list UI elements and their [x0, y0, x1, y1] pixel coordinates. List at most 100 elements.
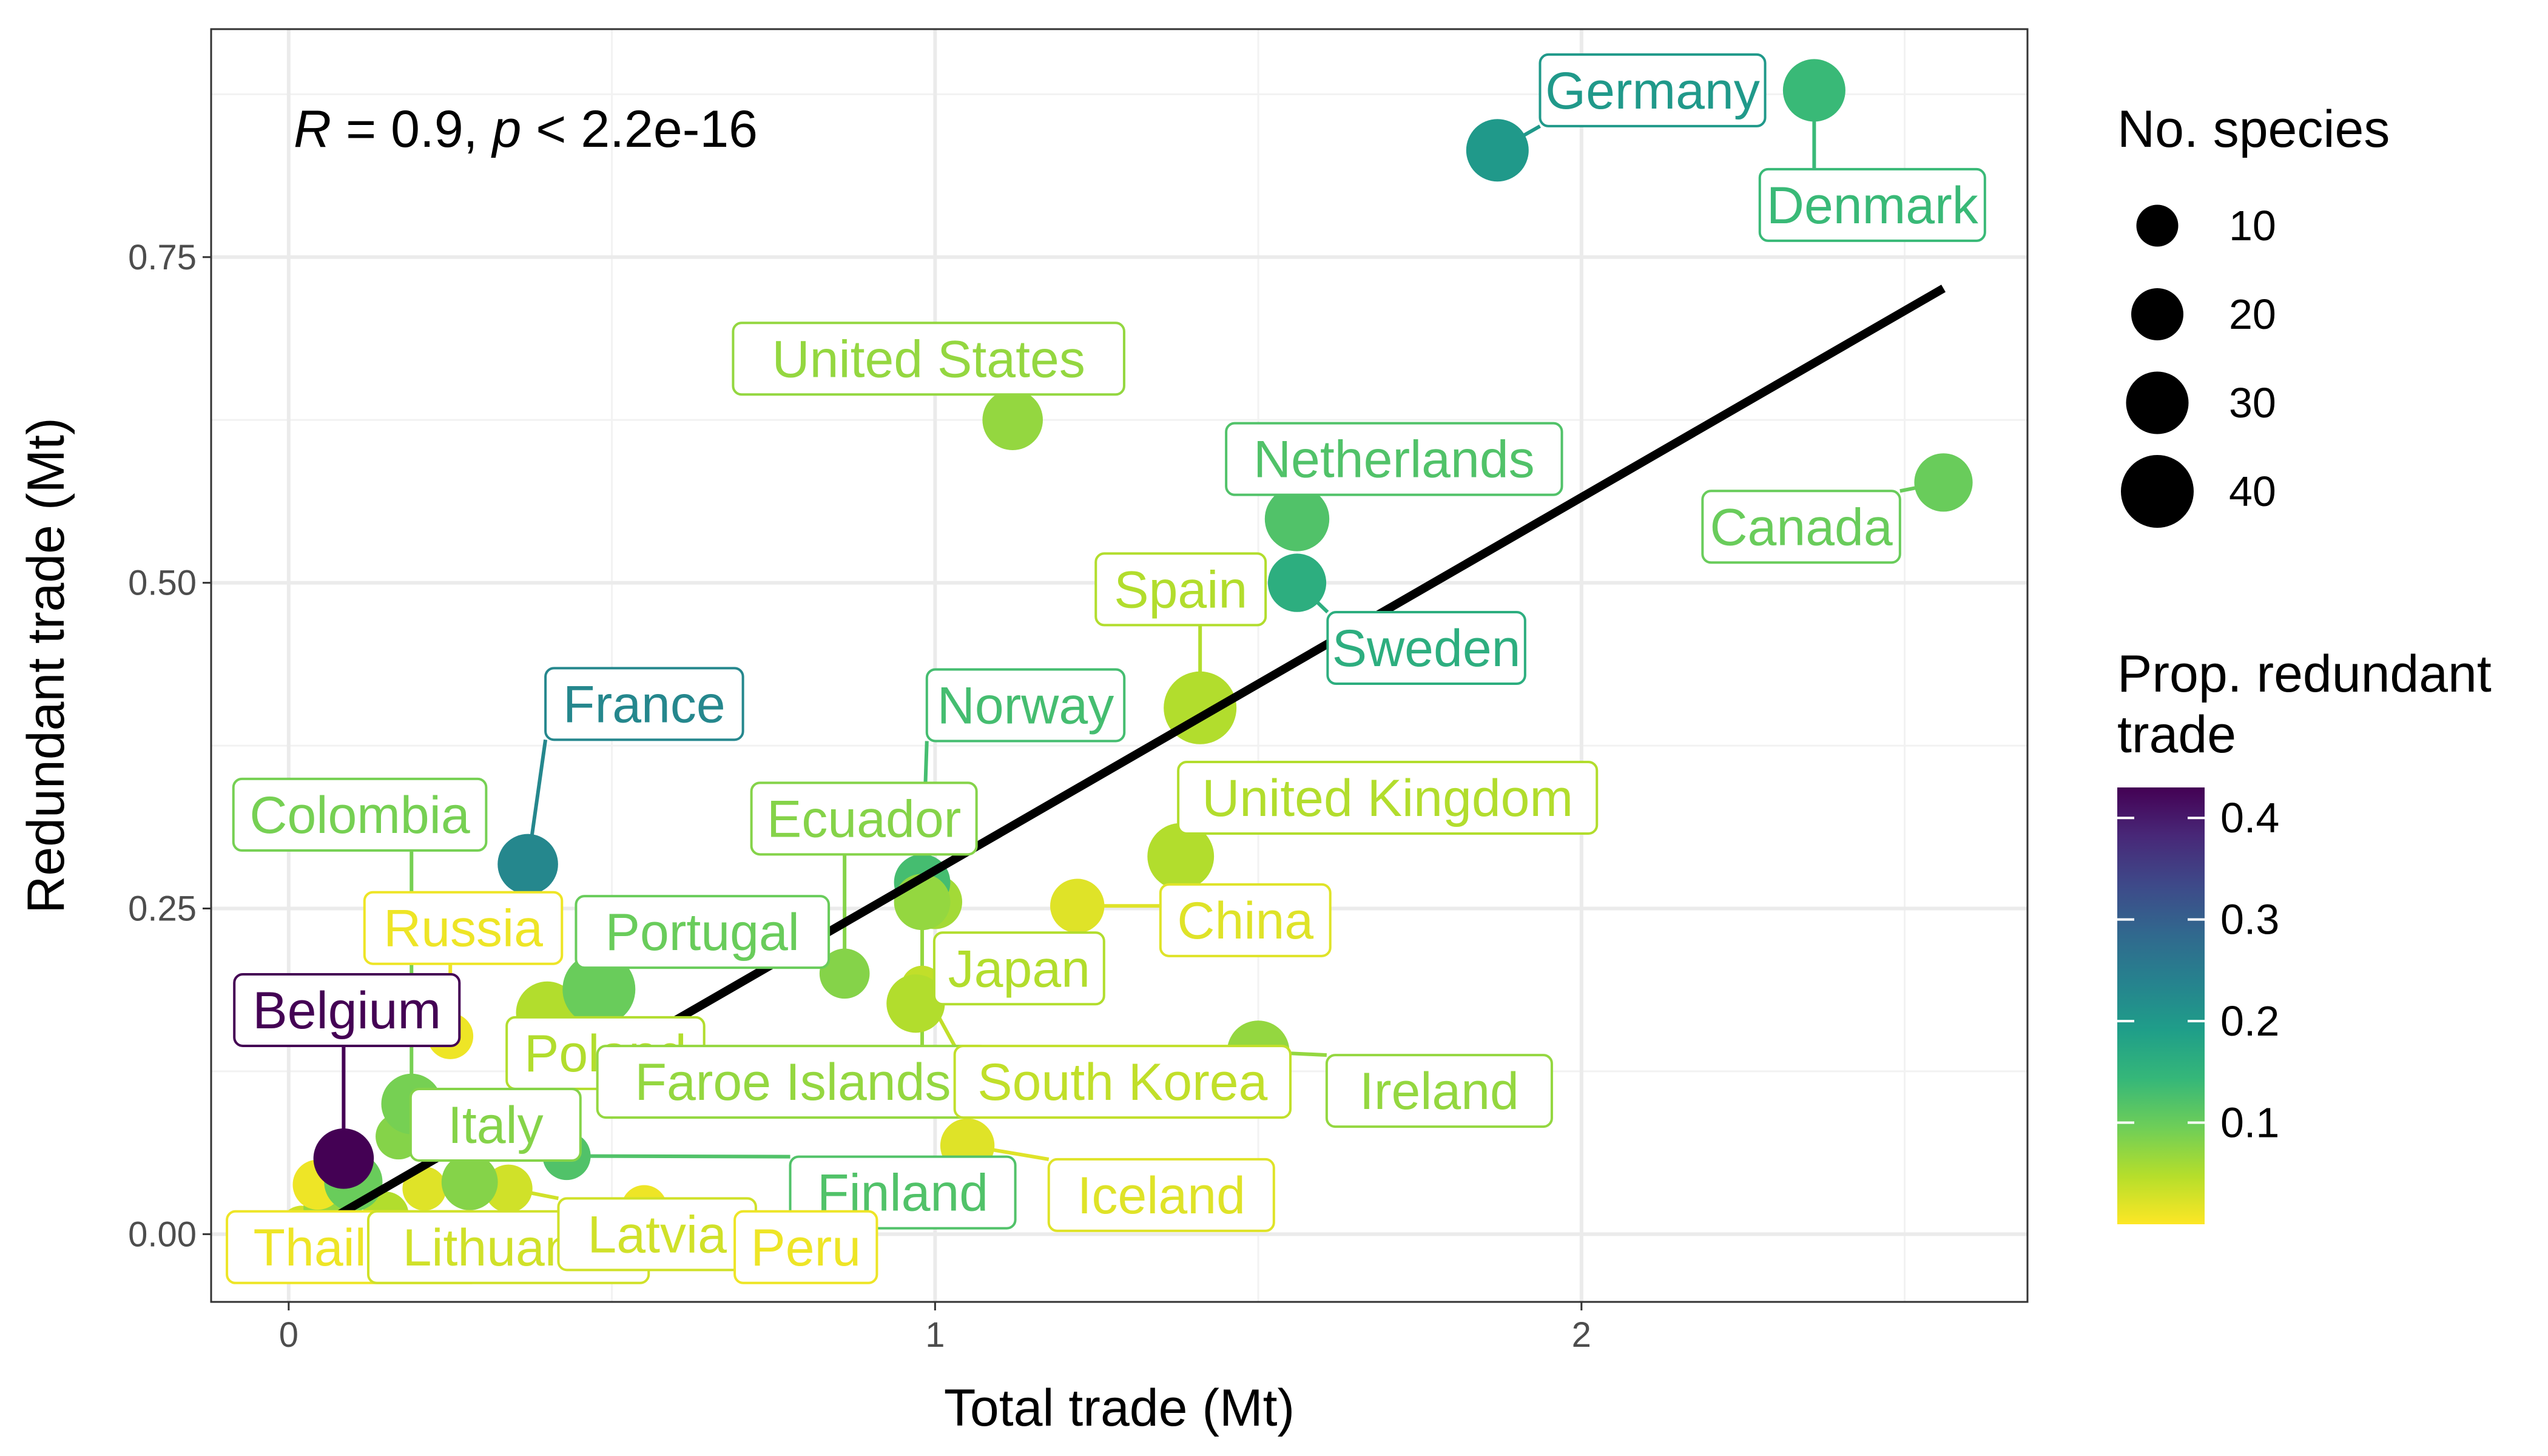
label-box — [1177, 760, 1599, 835]
y-axis-title: Redundant trade (Mt) — [17, 417, 75, 913]
x-tick-label: 2 — [1572, 1315, 1591, 1355]
p-symbol: p — [490, 100, 521, 158]
label-russia: Russia — [363, 891, 564, 965]
correlation-annotation: R = 0.9, p < 2.2e-16 — [294, 100, 758, 158]
x-tick-label: 0 — [279, 1315, 298, 1355]
label-text: Portugal — [605, 903, 800, 962]
label-colombia: Colombia — [232, 777, 488, 852]
label-box — [1539, 53, 1767, 127]
label-box — [1326, 611, 1526, 686]
label-box — [953, 1045, 1292, 1119]
label-box — [544, 667, 744, 741]
point-germany — [1466, 119, 1529, 182]
label-japan: Japan — [932, 931, 1105, 1006]
label-box — [1225, 422, 1563, 496]
label-box — [409, 1087, 582, 1162]
label-text: Canada — [1710, 498, 1892, 556]
size-legend-key-30 — [2126, 371, 2189, 434]
connector-france — [528, 739, 548, 847]
connector-iceland — [983, 1146, 1050, 1161]
size-legend-label: 20 — [2229, 291, 2276, 338]
label-text: Iceland — [1077, 1167, 1245, 1225]
colorbar-label: 0.4 — [2220, 794, 2279, 841]
label-iceland: Iceland — [1047, 1158, 1275, 1232]
point-netherlands — [1264, 487, 1330, 551]
label-united-states: United States — [732, 322, 1125, 396]
label-ireland: Ireland — [1325, 1054, 1553, 1128]
point-france — [497, 834, 558, 895]
size-legend-label: 30 — [2229, 379, 2276, 426]
label-box — [733, 1210, 878, 1284]
point-denmark — [1782, 59, 1845, 122]
colorbar-label: 0.3 — [2220, 896, 2279, 943]
p-value: < 2.2e-16 — [521, 100, 758, 158]
point-ecuador — [819, 948, 870, 999]
label-box — [1047, 1158, 1275, 1232]
r-value: = 0.9, — [331, 100, 492, 158]
label-box — [232, 777, 488, 852]
size-legend-label: 10 — [2229, 202, 2276, 249]
point-portugal — [562, 952, 636, 1026]
colorbar-label: 0.1 — [2220, 1099, 2279, 1147]
color-legend-title-line-1: Prop. redundant — [2117, 645, 2492, 703]
y-tick-label: 0.25 — [128, 889, 197, 928]
label-italy: Italy — [409, 1087, 582, 1162]
label-south-korea: South Korea — [953, 1045, 1292, 1119]
label-box — [1325, 1054, 1553, 1128]
label-spain: Spain — [1094, 552, 1267, 627]
label-text: France — [563, 675, 726, 733]
label-text: Russia — [383, 900, 543, 958]
size-legend-key-40 — [2121, 455, 2194, 528]
label-portugal: Portugal — [575, 895, 831, 969]
y-tick-label: 0.75 — [128, 238, 197, 277]
label-sweden: Sweden — [1326, 611, 1526, 686]
label-peru: Peru — [733, 1210, 878, 1284]
label-box — [1701, 490, 1901, 564]
label-text: Sweden — [1332, 619, 1521, 678]
label-latvia: Latvia — [557, 1197, 757, 1272]
label-text: Colombia — [249, 786, 470, 844]
label-text: Italy — [448, 1096, 544, 1154]
label-text: Peru — [750, 1219, 861, 1277]
point-belgium — [313, 1128, 374, 1189]
label-box — [1159, 883, 1332, 957]
label-text: United Kingdom — [1202, 769, 1573, 827]
colorbar-label: 0.2 — [2220, 997, 2279, 1045]
x-axis-title: Total trade (Mt) — [944, 1379, 1295, 1437]
label-box — [575, 895, 831, 969]
label-box — [1094, 552, 1267, 627]
point-china — [1050, 878, 1105, 933]
label-text: Ecuador — [767, 790, 961, 848]
x-axis: 0 1 2 — [279, 1302, 1591, 1355]
label-box — [925, 668, 1126, 743]
label-ecuador: Ecuador — [750, 781, 978, 856]
label-china: China — [1159, 883, 1332, 957]
label-france: France — [544, 667, 744, 741]
label-belgium: Belgium — [233, 972, 461, 1047]
point — [402, 1166, 447, 1211]
y-tick-label: 0.50 — [128, 564, 197, 603]
label-box — [932, 931, 1105, 1006]
label-box — [732, 322, 1125, 396]
label-text: China — [1177, 892, 1313, 950]
point-united-states — [982, 389, 1043, 451]
y-axis: 0.00 0.25 0.50 0.75 — [128, 238, 211, 1254]
label-faroe-islands: Faroe Islands — [596, 1045, 990, 1119]
size-legend-key-20 — [2131, 288, 2183, 340]
color-legend: Prop. redundant trade 0.1 0.2 0.3 0.4 — [2117, 645, 2492, 1224]
label-text: Spain — [1114, 561, 1247, 619]
point-sweden — [1267, 553, 1327, 612]
panel-border — [210, 28, 2029, 1303]
connector-finland — [581, 1154, 790, 1159]
size-legend-key-10 — [2136, 204, 2179, 247]
label-text: Ireland — [1360, 1062, 1519, 1121]
label-united-kingdom: United Kingdom — [1177, 760, 1599, 835]
label-text: Japan — [948, 940, 1090, 998]
colorbar — [2117, 787, 2205, 1224]
label-box — [233, 972, 461, 1047]
point-united-kingdom — [1147, 823, 1215, 890]
label-germany: Germany — [1539, 53, 1767, 127]
label-text: Latvia — [587, 1205, 727, 1264]
